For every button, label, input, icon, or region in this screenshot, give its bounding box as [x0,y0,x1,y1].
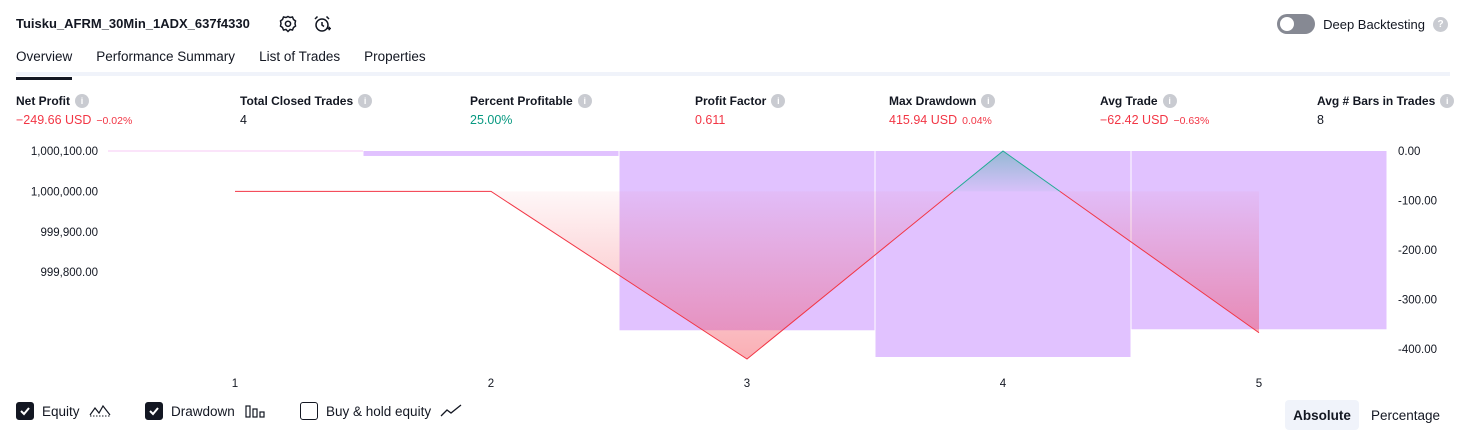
help-icon[interactable]: ? [1433,16,1448,32]
right-axis-label: -400.00 [1398,344,1437,356]
metric-label-text: Profit Factor [695,94,767,108]
metric-percent: −0.63% [1173,115,1210,127]
info-icon[interactable]: i [358,94,373,108]
deep-backtesting-toggle[interactable] [1277,14,1316,34]
right-axis-label: 0.00 [1398,146,1420,158]
drawdown-bar-1 [363,151,619,156]
metric-label-text: Max Drawdown [889,94,977,108]
left-axis-label: 999,900.00 [40,227,98,239]
metric-total-closed-trades: Total Closed Trades i 4 [240,92,373,127]
drawdown-checkbox[interactable] [145,402,163,420]
drawdown-legend-label: Drawdown [171,403,235,419]
metric-value-text: −62.42 USD [1100,113,1169,127]
metric-value: 25.00% [470,113,592,127]
info-icon[interactable]: i [577,94,592,108]
right-axis-label: -200.00 [1398,245,1437,257]
metric-value: 8 [1317,113,1454,127]
equity-line-up [952,150,1061,192]
tab-list-of-trades[interactable]: List of Trades [259,49,341,64]
x-axis-label: 5 [1256,378,1262,390]
buy-hold-legend-label: Buy & hold equity [326,403,432,419]
metric-net-profit: Net Profit i −249.66 USD −0.02% [16,92,132,127]
equity-loss-fill [491,191,954,359]
legend-equity[interactable]: Equity [16,402,112,420]
equity-drawdown-chart: 1,000,100.00 1,000,000.00 999,900.00 999,80… [31,146,1437,390]
left-axis-label: 1,000,100.00 [31,146,98,158]
left-axis-label: 1,000,000.00 [31,186,98,198]
metric-value-text: 0.611 [695,113,726,127]
metric-percent-profitable: Percent Profitable i 25.00% [470,92,592,127]
equity-legend-label: Equity [42,403,80,419]
metric-value-text: 415.94 USD [889,113,958,127]
metric-label: Total Closed Trades i [240,92,373,110]
add-alert-clock-icon[interactable] [312,14,332,34]
metric-value: −62.42 USD −0.63% [1100,113,1209,127]
x-axis-label: 2 [488,378,494,390]
x-axis-label: 1 [232,378,238,390]
value-mode-switch: Absolute Percentage [1285,400,1448,430]
metric-label-text: Percent Profitable [470,94,573,108]
metric-value-text: −249.66 USD [16,113,92,127]
metric-value-text: 25.00% [470,113,513,127]
metric-label-text: Total Closed Trades [240,94,354,108]
info-icon[interactable]: i [771,94,786,108]
metric-percent: −0.02% [96,115,133,127]
settings-gear-icon[interactable] [278,14,298,34]
metric-label: Max Drawdown i [889,92,996,110]
tab-performance-summary[interactable]: Performance Summary [96,49,236,64]
metric-label-text: Net Profit [16,94,70,108]
metric-avg-trade: Avg Trade i −62.42 USD −0.63% [1100,92,1209,127]
report-tabs: Overview Performance Summary List of Tra… [16,46,1450,80]
buy-hold-checkbox[interactable] [300,402,318,420]
metric-label: Avg Trade i [1100,92,1209,110]
metric-label-text: Avg Trade [1100,94,1158,108]
legend-buy-hold[interactable]: Buy & hold equity [300,402,463,420]
equity-gain-fill [953,151,1060,192]
deep-backtesting-label: Deep Backtesting [1323,16,1425,32]
info-icon[interactable]: i [981,94,996,108]
metric-label: Avg # Bars in Trades i [1317,92,1455,110]
metric-label-text: Avg # Bars in Trades [1317,94,1436,108]
metric-value: −249.66 USD −0.02% [16,113,132,127]
metric-value: 0.611 [695,113,785,127]
right-axis-label: -300.00 [1398,295,1437,307]
metric-percent: 0.04% [962,115,992,127]
left-axis-label: 999,800.00 [40,267,98,279]
metric-value-text: 8 [1317,113,1324,127]
metric-label: Profit Factor i [695,92,786,110]
equity-line-icon [89,404,111,417]
metric-avg-bars-in-trades: Avg # Bars in Trades i 8 [1317,92,1455,127]
metric-profit-factor: Profit Factor i 0.611 [695,92,786,127]
metric-label: Percent Profitable i [470,92,592,110]
metric-value-text: 4 [240,113,247,127]
absolute-button[interactable]: Absolute [1285,400,1359,430]
tab-overview[interactable]: Overview [16,46,73,80]
drawdown-bars-icon [245,405,265,418]
info-icon[interactable]: i [1440,94,1455,108]
metric-label: Net Profit i [16,92,132,110]
info-icon[interactable]: i [1162,94,1177,108]
metric-value: 415.94 USD 0.04% [889,113,995,127]
tab-properties[interactable]: Properties [364,49,426,64]
equity-line-down [235,190,954,360]
x-axis-label: 4 [1000,378,1007,390]
strategy-title: Tuisku_AFRM_30Min_1ADX_637f4330 [16,16,250,31]
right-axis-label: -100.00 [1398,196,1437,208]
info-icon[interactable]: i [75,94,89,108]
metric-max-drawdown: Max Drawdown i 415.94 USD 0.04% [889,92,996,127]
metric-value: 4 [240,113,372,127]
deep-backtesting-toggle-group: Deep Backtesting ? [1277,14,1448,34]
equity-line-down-2 [1059,190,1260,334]
legend-drawdown[interactable]: Drawdown [145,402,267,420]
buy-hold-line-icon [440,404,462,417]
x-axis-label: 3 [744,378,750,390]
percentage-button[interactable]: Percentage [1370,407,1440,423]
equity-checkbox[interactable] [16,402,34,420]
